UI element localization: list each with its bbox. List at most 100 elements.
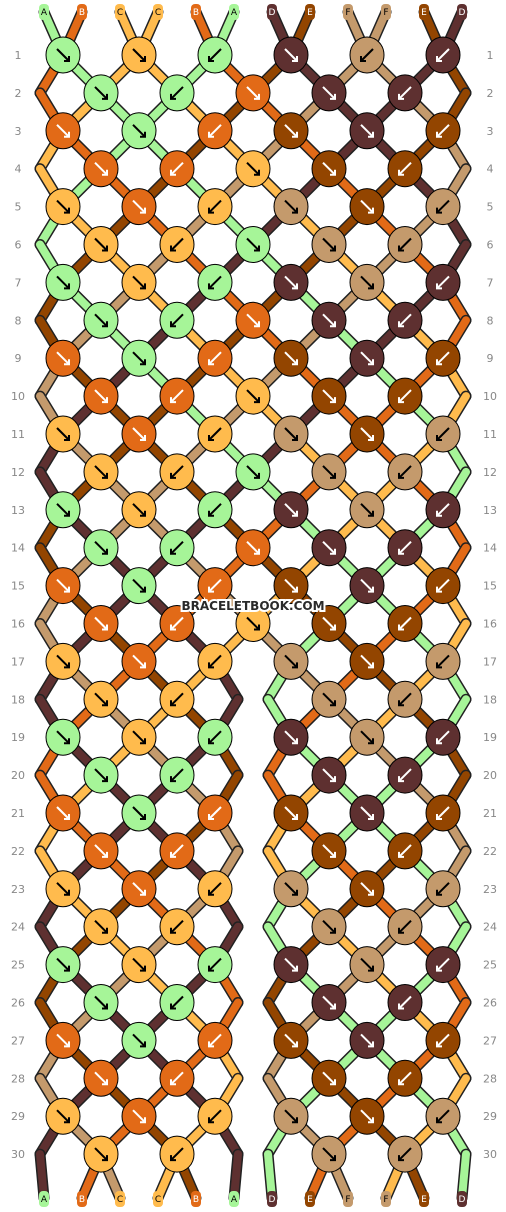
knot[interactable] — [273, 1021, 309, 1059]
knot[interactable] — [45, 718, 81, 756]
knot[interactable] — [121, 112, 157, 150]
knot[interactable] — [83, 908, 119, 946]
knot[interactable] — [83, 529, 119, 567]
knot[interactable] — [45, 339, 81, 377]
knot[interactable] — [387, 226, 423, 263]
knot[interactable] — [121, 36, 157, 74]
knot[interactable] — [311, 605, 347, 642]
knot[interactable] — [311, 301, 347, 339]
knot[interactable] — [159, 529, 195, 567]
knot[interactable] — [273, 946, 309, 984]
knot[interactable] — [273, 567, 309, 605]
knot[interactable] — [45, 263, 81, 301]
knot[interactable] — [235, 377, 271, 415]
knot[interactable] — [425, 339, 461, 377]
knot[interactable] — [197, 339, 233, 377]
knot[interactable] — [425, 491, 461, 529]
knot[interactable] — [273, 339, 309, 377]
knot[interactable] — [311, 453, 347, 491]
knot[interactable] — [235, 301, 271, 339]
knot[interactable] — [273, 718, 309, 756]
knot[interactable] — [45, 946, 81, 984]
knot[interactable] — [273, 36, 309, 74]
knot[interactable] — [425, 794, 461, 832]
knot[interactable] — [83, 301, 119, 339]
knot[interactable] — [235, 226, 271, 263]
knot[interactable] — [197, 567, 233, 605]
knot[interactable] — [425, 870, 461, 908]
knot[interactable] — [273, 642, 309, 680]
knot[interactable] — [159, 1059, 195, 1097]
knot[interactable] — [197, 36, 233, 74]
knot[interactable] — [121, 567, 157, 605]
knot[interactable] — [273, 491, 309, 529]
knot[interactable] — [197, 794, 233, 832]
knot[interactable] — [311, 74, 347, 112]
knot[interactable] — [387, 150, 423, 188]
knot[interactable] — [425, 36, 461, 74]
knot[interactable] — [197, 642, 233, 680]
knot[interactable] — [121, 1097, 157, 1135]
knot[interactable] — [83, 832, 119, 870]
knot[interactable] — [349, 870, 385, 908]
knot[interactable] — [349, 36, 385, 74]
knot[interactable] — [159, 301, 195, 339]
knot[interactable] — [159, 453, 195, 491]
knot[interactable] — [311, 756, 347, 794]
knot[interactable] — [387, 301, 423, 339]
knot[interactable] — [387, 832, 423, 870]
knot[interactable] — [83, 605, 119, 642]
knot[interactable] — [387, 1059, 423, 1097]
knot[interactable] — [425, 718, 461, 756]
knot[interactable] — [425, 188, 461, 226]
knot[interactable] — [387, 74, 423, 112]
knot[interactable] — [159, 832, 195, 870]
knot[interactable] — [311, 908, 347, 946]
knot[interactable] — [83, 1059, 119, 1097]
knot[interactable] — [83, 74, 119, 112]
knot[interactable] — [273, 112, 309, 150]
knot[interactable] — [121, 1021, 157, 1059]
knot[interactable] — [311, 529, 347, 567]
knot[interactable] — [387, 605, 423, 642]
knot[interactable] — [349, 946, 385, 984]
knot[interactable] — [349, 339, 385, 377]
knot[interactable] — [273, 1097, 309, 1135]
knot[interactable] — [121, 415, 157, 453]
knot[interactable] — [425, 642, 461, 680]
knot[interactable] — [311, 832, 347, 870]
knot[interactable] — [197, 263, 233, 301]
knot[interactable] — [121, 491, 157, 529]
knot[interactable] — [387, 377, 423, 415]
knot[interactable] — [159, 756, 195, 794]
knot[interactable] — [121, 946, 157, 984]
knot[interactable] — [387, 1135, 423, 1173]
knot[interactable] — [121, 263, 157, 301]
knot[interactable] — [159, 74, 195, 112]
knot[interactable] — [197, 870, 233, 908]
knot[interactable] — [349, 794, 385, 832]
knot[interactable] — [83, 1135, 119, 1173]
knot[interactable] — [235, 453, 271, 491]
knot[interactable] — [159, 150, 195, 188]
knot[interactable] — [425, 1021, 461, 1059]
knot[interactable] — [349, 188, 385, 226]
knot[interactable] — [235, 150, 271, 188]
knot[interactable] — [349, 415, 385, 453]
knot[interactable] — [159, 680, 195, 718]
knot[interactable] — [349, 1097, 385, 1135]
knot[interactable] — [311, 226, 347, 263]
knot[interactable] — [45, 491, 81, 529]
knot[interactable] — [45, 188, 81, 226]
knot[interactable] — [349, 718, 385, 756]
knot[interactable] — [387, 529, 423, 567]
knot[interactable] — [387, 756, 423, 794]
knot[interactable] — [387, 984, 423, 1021]
knot[interactable] — [45, 415, 81, 453]
knot[interactable] — [83, 756, 119, 794]
knot[interactable] — [311, 1135, 347, 1173]
knot[interactable] — [45, 870, 81, 908]
knot[interactable] — [425, 263, 461, 301]
knot[interactable] — [159, 1135, 195, 1173]
knot[interactable] — [83, 150, 119, 188]
